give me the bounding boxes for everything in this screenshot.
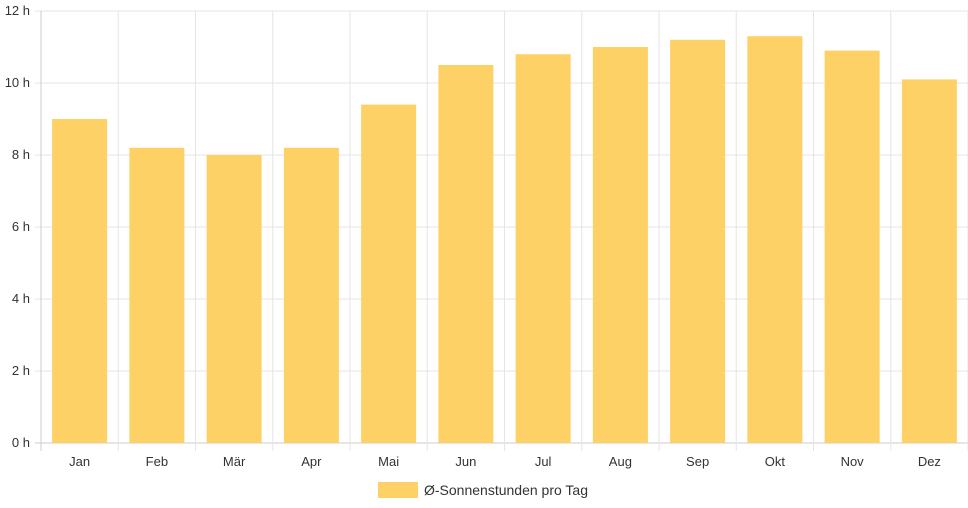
- x-tick-label: Aug: [609, 454, 632, 469]
- y-tick-label: 12 h: [5, 3, 30, 18]
- x-tick-label: Dez: [918, 454, 941, 469]
- y-tick-label: 4 h: [12, 291, 30, 306]
- y-axis-ticks: 0 h 2 h 4 h 6 h 8 h 10 h 12 h: [5, 3, 30, 450]
- x-tick-label: Sep: [686, 454, 709, 469]
- x-tick-label: Okt: [765, 454, 786, 469]
- y-tick-label: 10 h: [5, 75, 30, 90]
- y-tick-label: 6 h: [12, 219, 30, 234]
- x-tick-label: Jul: [535, 454, 552, 469]
- bar-dez[interactable]: [901, 79, 957, 444]
- x-tick-label: Jun: [455, 454, 476, 469]
- bar-okt[interactable]: [747, 36, 803, 443]
- bar-aug[interactable]: [592, 47, 648, 443]
- bar-mär[interactable]: [206, 155, 262, 443]
- bar-mai[interactable]: [361, 104, 417, 443]
- x-axis-ticks: Jan Feb Mär Apr Mai Jun Jul Aug Sep Okt Nov Dez: [69, 454, 941, 469]
- bar-jun[interactable]: [438, 65, 494, 443]
- y-tick-label: 0 h: [12, 435, 30, 450]
- x-tick-label: Feb: [146, 454, 168, 469]
- x-tick-label: Apr: [301, 454, 322, 469]
- x-tick-label: Nov: [841, 454, 865, 469]
- bar-sep[interactable]: [670, 39, 726, 444]
- x-tick-label: Mär: [223, 454, 246, 469]
- legend-label: Ø-Sonnenstunden pro Tag: [424, 482, 588, 498]
- bars: [52, 36, 957, 444]
- bar-jul[interactable]: [515, 54, 571, 443]
- x-tick-label: Mai: [378, 454, 399, 469]
- legend[interactable]: Ø-Sonnenstunden pro Tag: [378, 482, 588, 498]
- grid-lines: [35, 10, 968, 451]
- legend-swatch: [378, 482, 418, 498]
- x-tick-label: Jan: [69, 454, 90, 469]
- bar-apr[interactable]: [283, 147, 339, 444]
- bar-feb[interactable]: [129, 147, 185, 444]
- bar-nov[interactable]: [824, 50, 880, 443]
- y-tick-label: 8 h: [12, 147, 30, 162]
- y-tick-label: 2 h: [12, 363, 30, 378]
- bar-jan[interactable]: [52, 119, 108, 443]
